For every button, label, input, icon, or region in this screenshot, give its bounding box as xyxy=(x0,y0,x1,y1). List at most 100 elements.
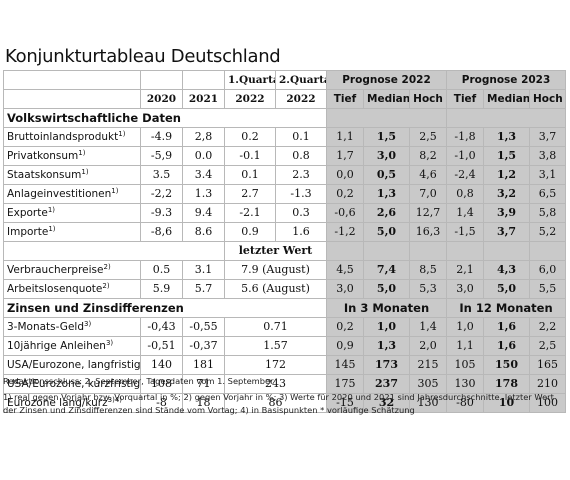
table-row: Anlageinvestitionen1) -2,2 1.3 2.7 -1.3 0,2 1,… xyxy=(3,184,567,204)
table-row: Bruttoinlandsprodukt1) -4.9 2,8 0.2 0.1 1,1 1,… xyxy=(3,127,567,147)
value-cell: 8.6 xyxy=(182,222,225,242)
footnote-marker: 1) xyxy=(111,187,119,195)
forecast-cell: 173 xyxy=(363,355,410,375)
forecast-cell: 130 xyxy=(408,393,448,413)
forecast-cell: 8,5 xyxy=(408,260,448,280)
forecast-filler xyxy=(408,241,448,261)
table-row: 2020 2021 2022 2022 Tief Median Hoch Tief Median… xyxy=(3,89,567,109)
forecast-cell: 1,4 xyxy=(408,317,448,337)
table-row: Exporte1) -9.3 9.4 -2.1 0.3 -0,6 2,6 12,7 1,4 3,9… xyxy=(3,203,567,223)
forecast-cell: 16,3 xyxy=(408,222,448,242)
forecast-cell: 3,2 xyxy=(483,184,531,204)
value-cell: 0.0 xyxy=(182,146,225,166)
table-row: Zinsen und Zinsdifferenzen In 3 Monaten In… xyxy=(3,298,567,318)
year-header: 2021 xyxy=(182,89,225,109)
forecast-cell: 5,2 xyxy=(529,222,567,242)
value-cell: 5.9 xyxy=(140,279,183,299)
forecast-cell: 305 xyxy=(408,374,448,394)
table-row: Volkswirtschaftliche Daten xyxy=(3,108,567,128)
section-title: Zinsen und Zinsdifferenzen xyxy=(3,298,327,318)
forecast-cell: -1,0 xyxy=(446,146,485,166)
forecast-cell: 1,5 xyxy=(363,127,410,147)
forecast-cell: 4,6 xyxy=(408,165,448,185)
table-row: Importe1) -8,6 8.6 0.9 1.6 -1,2 5,0 16,3 -1,5 3,7… xyxy=(3,222,567,242)
year-header: 2022 xyxy=(275,89,327,109)
table-row: USA/Eurozone, langfristig3)4)14018117214… xyxy=(3,355,567,375)
forecast-cell: -15 xyxy=(326,393,364,413)
forecast-cell: 2,1 xyxy=(446,260,485,280)
value-cell: -0,51 xyxy=(140,336,183,356)
forecast-cell: 165 xyxy=(529,355,567,375)
row-label: Staatskonsum1) xyxy=(3,165,141,185)
value-cell: 3.4 xyxy=(182,165,225,185)
footnote-marker: 1) xyxy=(118,130,126,138)
forecast-cell: 1,6 xyxy=(483,336,531,356)
table-row: Staatskonsum1) 3.5 3.4 0.1 2.3 0,0 0,5 4,6 -2,4 1… xyxy=(3,165,567,185)
row-label-text: Exporte xyxy=(7,207,48,219)
forecast-cell: 1,5 xyxy=(483,146,531,166)
forecast-cell: -1,8 xyxy=(446,127,485,147)
forecast-cell: 1,1 xyxy=(446,336,485,356)
forecast-cell: 5,0 xyxy=(483,279,531,299)
forecast-filler xyxy=(529,241,567,261)
forecast-subheader: Hoch xyxy=(529,89,567,109)
year-header xyxy=(3,89,141,109)
last-value-cell: 7.9 (August) xyxy=(224,260,327,280)
forecast-cell: 2,0 xyxy=(408,336,448,356)
footnote-marker: 1) xyxy=(81,168,89,176)
row-label: 3-Monats-Geld3) xyxy=(3,317,141,337)
value-cell: 0.9 xyxy=(224,222,276,242)
forecast-cell: 3,0 xyxy=(363,146,410,166)
row-label-text: 3-Monats-Geld xyxy=(7,321,84,333)
forecast-cell: 7,0 xyxy=(408,184,448,204)
footnote-marker: 3)4) xyxy=(107,396,123,404)
value-cell: -5,9 xyxy=(140,146,183,166)
forecast-cell: 210 xyxy=(529,374,567,394)
forecast-cell: 2,6 xyxy=(363,203,410,223)
forecast-cell: 7,4 xyxy=(363,260,410,280)
forecast-cell: 1,3 xyxy=(363,336,410,356)
header-cell xyxy=(140,70,183,90)
forecast-cell: 5,5 xyxy=(529,279,567,299)
forecast-cell: 5,3 xyxy=(408,279,448,299)
row-label: Verbraucherpreise2) xyxy=(3,260,141,280)
footnote-marker: 1) xyxy=(47,206,56,214)
row-label: Anlageinvestitionen1) xyxy=(3,184,141,204)
forecast-cell: 145 xyxy=(326,355,364,375)
forecast-cell: 3,9 xyxy=(483,203,531,223)
row-label: USA/Eurozone, langfristig3)4) xyxy=(3,355,141,375)
zins-3m-header: In 3 Monaten xyxy=(325,298,448,318)
forecast-cell: 5,0 xyxy=(363,222,410,242)
forecast-cell: 1,4 xyxy=(446,203,485,223)
forecast-cell: 1,2 xyxy=(483,165,531,185)
section-filler xyxy=(325,108,448,128)
footnote-marker: 2) xyxy=(103,263,111,271)
row-label-text: USA/Eurozone, kurzfristig xyxy=(7,378,141,390)
forecast-cell: 4,5 xyxy=(326,260,364,280)
table-row: 10jährige Anleihen3) -0,51 -0,37 1.57 0,9 1,3… xyxy=(3,336,567,356)
forecast-cell: 178 xyxy=(483,374,531,394)
section-title: Volkswirtschaftliche Daten xyxy=(3,108,327,128)
row-label: Eurozone lang/kurz3)4) xyxy=(3,393,141,413)
footnote-marker: 3) xyxy=(105,339,114,347)
value-cell: -0.1 xyxy=(224,146,276,166)
forecast-cell: 2,5 xyxy=(529,336,567,356)
value-cell: 3.1 xyxy=(182,260,225,280)
forecast-subheader: Hoch xyxy=(408,89,448,109)
last-value-cell: 0.71 xyxy=(224,317,327,337)
forecast-cell: 105 xyxy=(446,355,485,375)
forecast-cell: 0,5 xyxy=(363,165,410,185)
forecast-cell: -1,2 xyxy=(326,222,364,242)
table-row: 1.Quartal2.QuartalPrognose 2022Prognose … xyxy=(3,70,567,90)
row-label-text: USA/Eurozone, langfristig xyxy=(7,359,141,371)
forecast-cell: 1,0 xyxy=(363,317,410,337)
forecast-cell: 1,6 xyxy=(483,317,531,337)
row-label-text: Eurozone lang/kurz xyxy=(7,397,108,409)
forecast-cell: 4,3 xyxy=(483,260,531,280)
table-row: USA/Eurozone, kurzfristig3)4)10871243175… xyxy=(3,374,567,394)
forecast-cell: 1,3 xyxy=(363,184,410,204)
value-cell: -0,43 xyxy=(140,317,183,337)
value-cell: 2.7 xyxy=(224,184,276,204)
forecast-cell: 3,0 xyxy=(446,279,485,299)
forecast-cell: 2,2 xyxy=(529,317,567,337)
